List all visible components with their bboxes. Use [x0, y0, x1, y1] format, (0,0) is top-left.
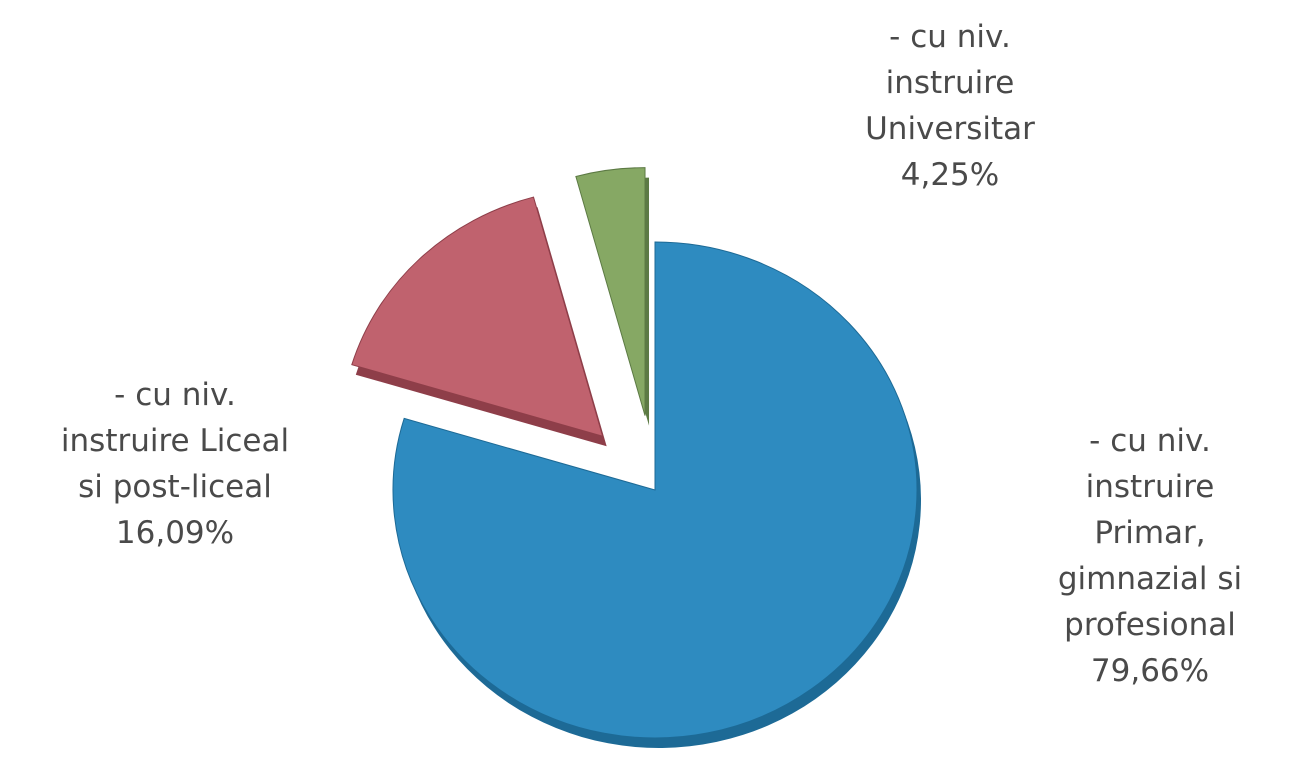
slice-value-label: 16,09%: [115, 515, 235, 551]
slice-value-label: 4,25%: [900, 157, 1000, 193]
slice-label-line: profesional: [1064, 607, 1236, 643]
slice-label-liceal: - cu niv. instruire Liceal si post-licea…: [20, 372, 330, 556]
slice-value-label: 79,66%: [1090, 653, 1210, 689]
slice-label-line: Universitar: [865, 111, 1035, 147]
slice-label-primar: - cu niv. instruire Primar, gimnazial si…: [1015, 418, 1285, 694]
slice-label-universitar: - cu niv. instruire Universitar 4,25%: [800, 14, 1100, 198]
slice-label-line: - cu niv.: [1089, 423, 1211, 459]
slice-label-line: instruire: [885, 65, 1015, 101]
slice-label-line: instruire: [1085, 469, 1215, 505]
pie-slice: [575, 167, 646, 416]
slice-label-line: gimnazial si: [1057, 561, 1243, 597]
slice-label-line: Primar,: [1094, 515, 1206, 551]
slice-label-line: - cu niv.: [114, 377, 236, 413]
slice-label-line: - cu niv.: [889, 19, 1011, 55]
slice-label-line: si post-liceal: [78, 469, 272, 505]
pie-slice: [392, 241, 918, 739]
pie-slice: [351, 196, 604, 438]
slice-label-line: instruire Liceal: [60, 423, 290, 459]
